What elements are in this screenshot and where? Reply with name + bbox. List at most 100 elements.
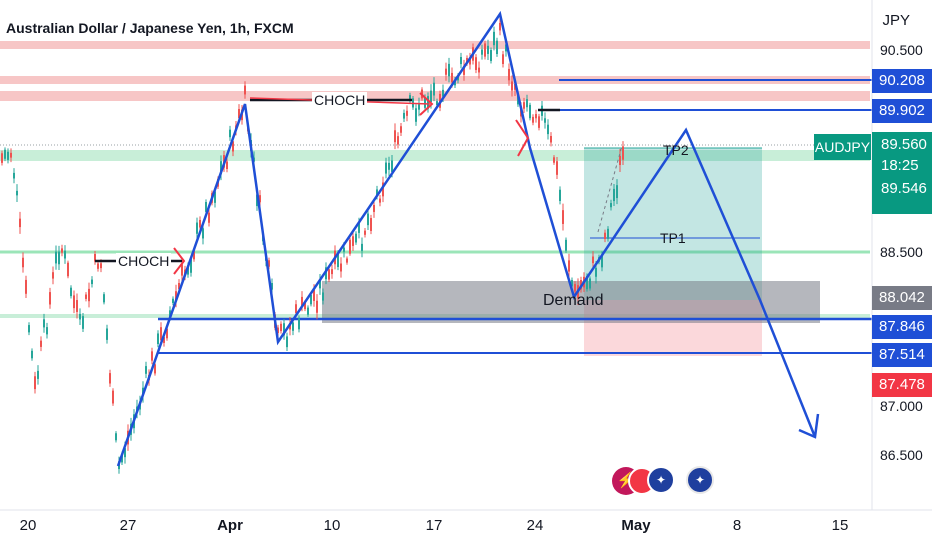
candle-body [610,203,612,208]
candle-body [346,258,348,263]
price-tag-87478[interactable]: 87.478 [872,373,932,397]
candle-body [433,82,435,96]
candle-body [208,212,210,223]
candle-countdown: 18:25 [881,157,919,174]
candle-body [256,194,258,207]
candle-body [82,316,84,329]
candle-body [157,333,159,345]
candle-body [385,162,387,174]
candle-body [292,322,294,331]
candle-body [34,376,36,390]
candle-body [91,279,93,285]
candle-body [574,284,576,292]
candle-body [511,81,513,91]
candle-body [55,251,57,264]
price-tag-87514[interactable]: 87.514 [872,343,932,367]
candle-body [526,99,528,108]
candle-body [190,259,192,273]
candle-body [532,116,534,123]
candle-body [307,307,309,315]
candle-body [508,68,510,81]
price-tick: 88.500 [880,244,923,260]
candle-body [355,233,357,243]
candle-body [40,340,42,347]
candle-body [166,328,168,339]
support-zone-current [0,150,870,161]
resistance-zone-low [0,91,870,101]
candle-body [286,336,288,348]
candle-body [589,278,591,289]
candle-body [436,101,438,106]
time-tick: 20 [19,517,37,534]
candle-body [400,126,402,133]
candle-body [268,260,270,267]
candle-body [37,370,39,379]
candle-body [367,213,369,226]
candle-body [550,136,552,143]
symbol-tag[interactable]: AUDJPY [814,134,871,160]
candle-body [403,112,405,119]
price-tag-87846[interactable]: 87.846 [872,315,932,339]
candle-body [352,236,354,246]
candle-body [76,300,78,312]
candle-body [484,43,486,57]
candle-body [460,57,462,65]
candle-body [109,373,111,384]
candle-body [343,247,345,252]
candle-body [175,291,177,301]
candle-body [106,328,108,340]
australia-flag-icon-2[interactable]: ✦ [686,466,714,494]
candle-body [301,296,303,306]
candle-body [469,57,471,65]
candle-body [502,54,504,64]
candle-body [16,190,18,196]
candle-body [31,350,33,359]
candle-body [172,298,174,303]
candle-body [451,72,453,83]
price-tag-90208[interactable]: 90.208 [872,69,932,93]
candle-body [49,292,51,305]
candle-body [4,149,6,159]
candle-body [229,129,231,138]
candle-body [406,110,408,116]
candle-body [430,90,432,103]
candle-body [571,280,573,287]
candle-body [124,448,126,458]
candle-body [277,327,279,334]
candle-body [349,239,351,254]
candle-body [310,294,312,305]
symbol-price-tag[interactable]: 89.560 18:25 89.546 [872,132,932,214]
choch-arrow-3 [515,119,530,157]
candle-body [196,222,198,234]
candle-body [607,228,609,239]
candle-body [298,318,300,330]
candle-body [358,223,360,233]
candle-body [7,151,9,160]
price-tag-89902[interactable]: 89.902 [872,99,932,123]
candle-body [43,319,45,328]
current-price: 89.560 [881,136,927,153]
candle-body [52,272,54,279]
candle-body [19,218,21,228]
candle-body [169,310,171,317]
candle-body [22,257,24,268]
zigzag-structure-line[interactable] [116,10,817,467]
choch-arrow-1 [173,247,186,275]
tp2-label: TP2 [663,142,689,158]
candle-body [490,50,492,61]
candle-body [67,262,69,277]
candle-body [601,255,603,268]
price-tag-88042[interactable]: 88.042 [872,286,932,310]
profit-zone[interactable] [584,148,762,300]
resistance-zone-mid [0,76,870,84]
resistance-zone-top [0,41,870,49]
candle-body [418,104,420,110]
australia-flag-icon[interactable]: ✦ [647,466,675,494]
candle-body [376,189,378,196]
candle-body [448,63,450,77]
time-tick: May [621,517,651,534]
candle-body [538,116,540,128]
candle-body [205,202,207,212]
candle-body [622,146,624,160]
